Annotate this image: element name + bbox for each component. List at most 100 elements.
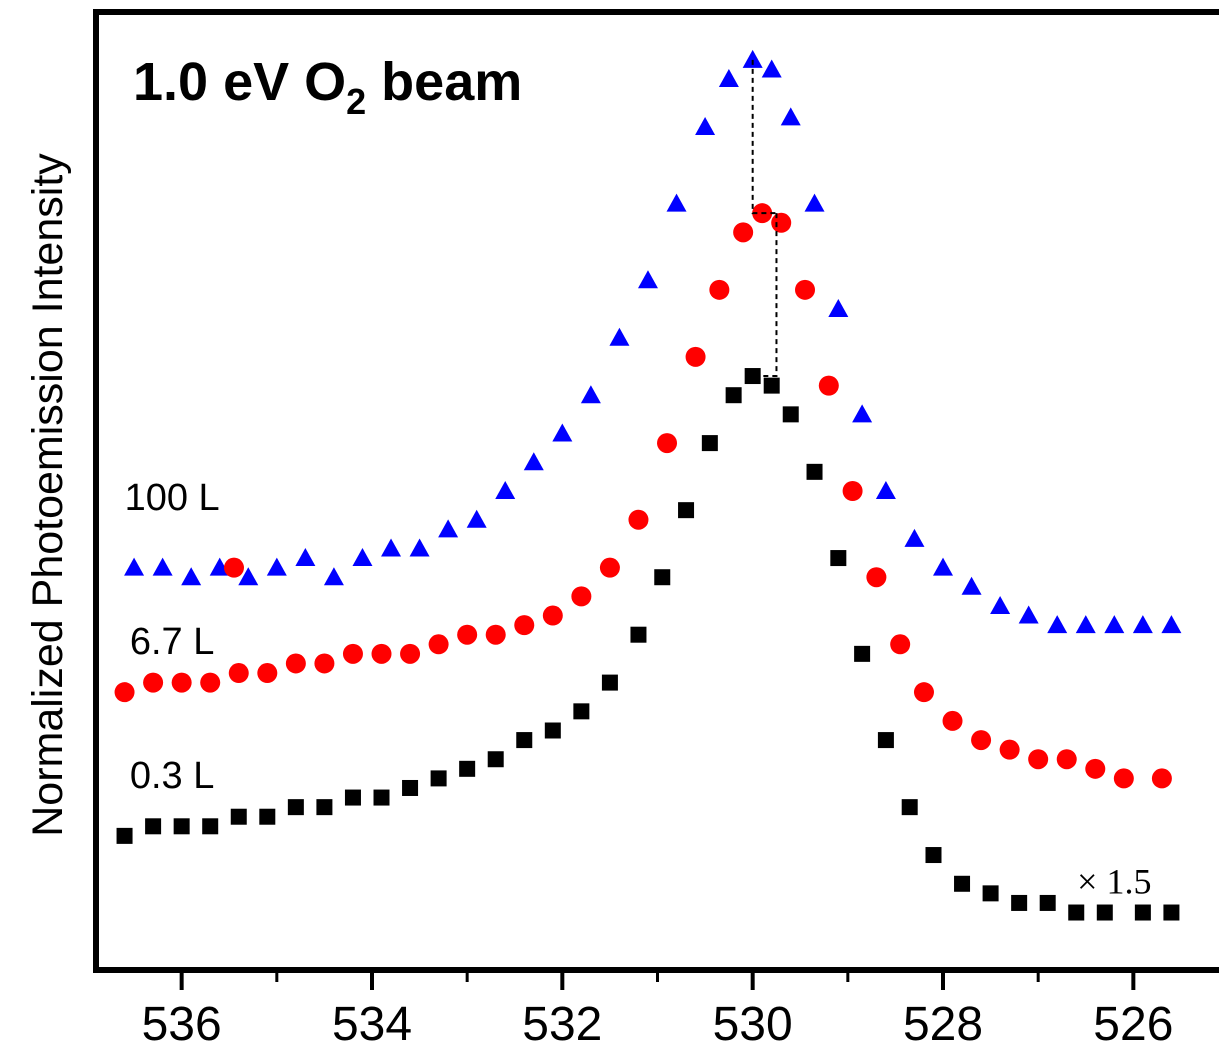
- data-point-triangle: [637, 270, 658, 289]
- data-point-circle: [913, 682, 934, 703]
- peak-guides: [751, 59, 778, 378]
- data-point-triangle: [409, 538, 430, 557]
- data-point-square: [925, 847, 942, 864]
- data-point-triangle: [990, 595, 1011, 614]
- data-point-square: [763, 377, 780, 394]
- data-point-circle: [114, 682, 135, 703]
- data-point-square: [954, 875, 971, 892]
- data-point-square: [630, 626, 647, 643]
- data-point-square: [459, 760, 476, 777]
- x-tick-label: 530: [713, 998, 793, 1051]
- data-point-triangle: [804, 193, 825, 212]
- series-labels: 100 L 6.7 L 0.3 L × 1.5: [125, 477, 1152, 901]
- data-point-circle: [942, 710, 963, 731]
- data-point-triangle: [266, 557, 287, 576]
- data-point-square: [1039, 894, 1056, 911]
- data-point-triangle: [1018, 605, 1039, 624]
- data-point-circle: [709, 279, 730, 300]
- data-point-triangle: [933, 557, 954, 576]
- data-point-square: [259, 808, 276, 825]
- data-point-square: [516, 732, 533, 749]
- data-point-circle: [733, 222, 754, 243]
- data-point-circle: [818, 375, 839, 396]
- data-point-circle: [890, 634, 911, 655]
- chart-title-end: beam: [366, 52, 522, 112]
- data-point-square: [145, 818, 162, 835]
- data-point-square: [1134, 904, 1151, 921]
- data-point-circle: [143, 672, 164, 693]
- data-point-circle: [795, 279, 816, 300]
- data-point-circle: [1028, 749, 1049, 770]
- data-point-circle: [228, 663, 249, 684]
- data-point-triangle: [523, 452, 544, 471]
- data-point-circle: [685, 346, 706, 367]
- data-point-triangle: [761, 59, 782, 78]
- data-point-circle: [1085, 758, 1106, 779]
- data-point-square: [544, 722, 561, 739]
- data-point-square: [116, 827, 133, 844]
- data-point-square: [782, 406, 799, 423]
- data-point-square: [601, 674, 618, 691]
- x-tick-label: 536: [142, 998, 222, 1051]
- data-point-circle: [971, 730, 992, 751]
- data-point-square: [1011, 894, 1028, 911]
- data-point-circle: [999, 739, 1020, 760]
- data-point-circle: [485, 624, 506, 645]
- peak-shift-guide: [757, 213, 778, 378]
- data-point-square: [830, 550, 847, 567]
- data-point-triangle: [718, 69, 739, 88]
- data-point-square: [344, 789, 361, 806]
- data-point-triangle: [152, 557, 173, 576]
- x-tick-label: 532: [522, 998, 602, 1051]
- data-point-square: [1068, 904, 1085, 921]
- data-point-circle: [285, 653, 306, 674]
- data-point-square: [744, 368, 761, 385]
- data-point-circle: [371, 643, 392, 664]
- chart-title: 1.0 eV O2 beam: [133, 52, 522, 122]
- data-point-circle: [1113, 768, 1134, 789]
- data-point-triangle: [238, 567, 259, 586]
- data-point-circle: [1056, 749, 1077, 770]
- x-tick-label: 526: [1093, 998, 1173, 1051]
- data-point-circle: [171, 672, 192, 693]
- series-annotation: 0.3 L: [130, 755, 215, 797]
- chart-title-subscript: 2: [346, 81, 366, 122]
- data-point-triangle: [852, 404, 873, 423]
- data-point-circle: [542, 605, 563, 626]
- data-point-triangle: [181, 567, 202, 586]
- data-point-triangle: [552, 423, 573, 442]
- data-point-circle: [514, 615, 535, 636]
- data-point-square: [316, 799, 333, 816]
- data-point-triangle: [904, 528, 925, 547]
- data-point-circle: [571, 586, 592, 607]
- data-point-circle: [842, 481, 863, 501]
- y-axis-label: Normalized Photoemission Intensity: [24, 153, 72, 837]
- data-point-circle: [866, 567, 887, 588]
- data-point-triangle: [666, 193, 687, 212]
- data-point-triangle: [609, 327, 630, 346]
- data-point-circle: [599, 557, 620, 578]
- data-point-circle: [223, 557, 244, 578]
- data-point-triangle: [1104, 615, 1125, 634]
- chart-title-main: 1.0 eV O: [133, 52, 346, 112]
- data-point-square: [287, 799, 304, 816]
- data-point-triangle: [295, 548, 316, 567]
- data-point-circle: [257, 663, 278, 684]
- series-annotation: 6.7 L: [130, 621, 215, 663]
- peak-shift-guide: [751, 59, 777, 215]
- data-point-square: [725, 387, 742, 404]
- data-point-square: [230, 808, 247, 825]
- data-point-square: [1163, 904, 1180, 921]
- data-point-square: [877, 732, 894, 749]
- data-point-triangle: [352, 548, 373, 567]
- data-point-square: [701, 435, 718, 452]
- data-point-circle: [342, 643, 363, 664]
- data-point-square: [901, 799, 918, 816]
- data-point-square: [854, 645, 871, 662]
- data-point-triangle: [828, 298, 849, 317]
- data-point-square: [1096, 904, 1113, 921]
- data-point-triangle: [1161, 615, 1182, 634]
- data-point-triangle: [1075, 615, 1096, 634]
- data-point-square: [202, 818, 219, 835]
